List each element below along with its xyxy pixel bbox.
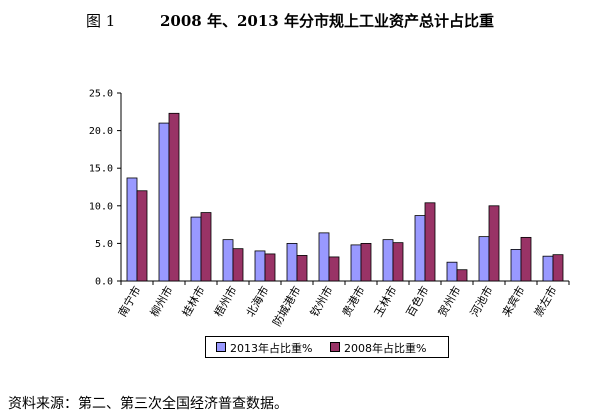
x-tick-label: 梧州市 [211,284,240,320]
legend-swatch-2013 [216,342,226,352]
x-tick-label: 玉林市 [371,284,400,320]
bar [456,269,468,282]
bar [254,250,266,282]
x-tick-label: 贵港市 [339,284,368,320]
chart-axes [117,92,570,285]
figure-title: 2008 年、2013 年分市规上工业资产总计占比重 [160,12,494,30]
x-tick-label: 崇左市 [531,284,560,320]
bar [520,236,532,282]
chart-legend: 2013年占比重% 2008年占比重% [205,336,449,358]
x-tick-label: 河池市 [467,284,496,320]
bar [328,256,340,282]
bar [392,242,404,282]
bar [200,212,212,282]
bar [222,239,234,282]
bar [360,242,372,282]
bar [318,232,330,282]
x-tick-label: 柳州市 [147,284,176,320]
bar [350,244,362,282]
source-note: 资料来源：第二、第三次全国经济普查数据。 [8,396,288,412]
bar [488,205,500,282]
bar [296,255,308,282]
bar [264,253,276,282]
y-tick-label: 10.0 [89,201,113,212]
bar [446,261,458,282]
bar [232,248,244,282]
y-tick-label: 15.0 [89,164,113,175]
figure-title-bar: 图 1 2008 年、2013 年分市规上工业资产总计占比重 [0,8,598,32]
x-tick-label: 南宁市 [115,284,144,320]
bar [136,190,148,282]
y-tick-label: 25.0 [89,89,113,100]
legend-swatch-2008 [330,342,340,352]
y-tick-label: 20.0 [89,126,113,137]
y-tick-label: 0.0 [95,277,113,288]
y-tick-label: 5.0 [95,239,113,250]
legend-label-2008: 2008年占比重% [344,342,427,355]
bar [158,122,170,282]
bar [190,216,202,282]
x-tick-label: 防城港市 [269,284,303,329]
bar [478,236,490,282]
legend-label-2013: 2013年占比重% [230,342,313,355]
bar [126,177,138,282]
bar [414,215,426,282]
bar [286,242,298,282]
x-tick-label: 来宾市 [499,284,528,320]
bar [510,249,522,282]
bar [168,112,180,282]
x-tick-label: 桂林市 [179,284,208,320]
bar [552,254,564,282]
x-tick-label: 百色市 [403,284,432,320]
x-tick-label: 北海市 [243,284,272,320]
figure-number: 图 1 [86,12,116,30]
x-tick-label: 贺州市 [435,284,464,320]
bar [542,255,554,282]
chart-bars [126,112,564,282]
bar [424,202,436,282]
x-tick-label: 钦州市 [307,284,336,320]
bar [382,239,394,282]
